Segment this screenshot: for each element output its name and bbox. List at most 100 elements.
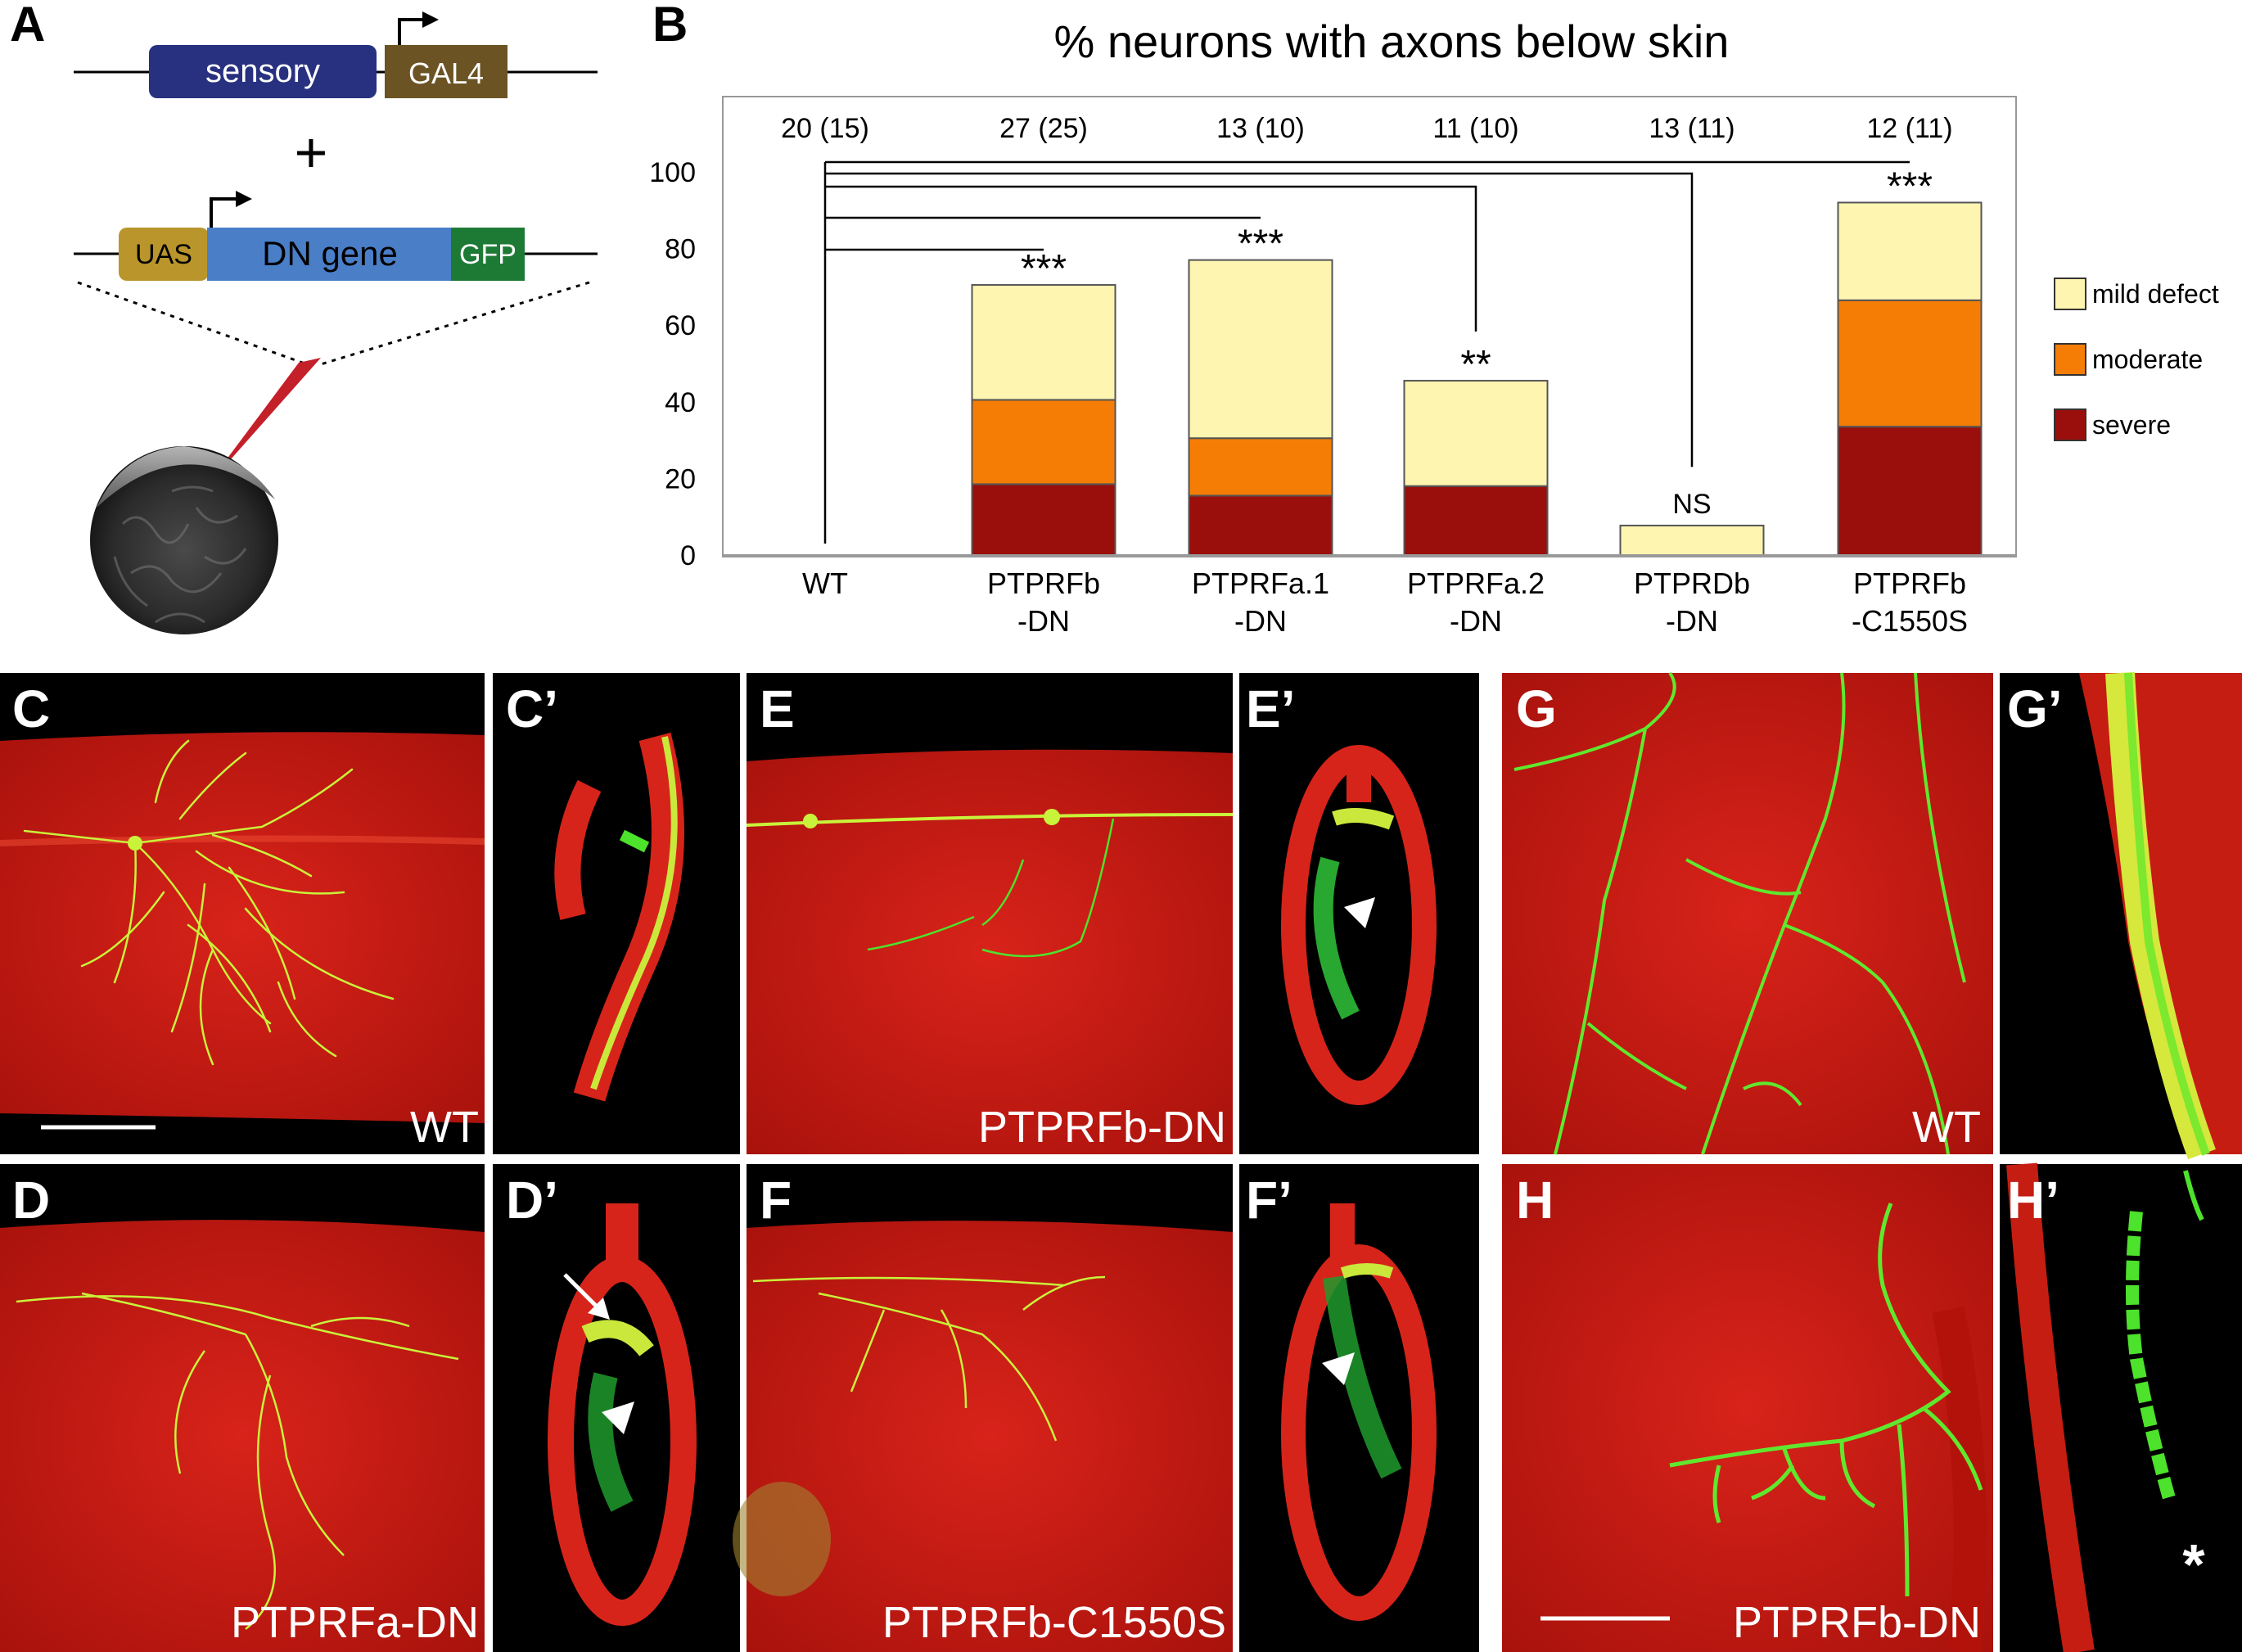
panel-e-prime-image: E’ <box>1239 673 1479 1154</box>
panel-h-image: H PTPRFb-DN <box>1502 1164 1993 1652</box>
significance-bracket <box>825 172 1694 467</box>
genotype-label-d: PTPRFa-DN <box>231 1598 479 1647</box>
panel-label-a: A <box>10 0 45 52</box>
bar-segment-severe <box>1188 494 1333 557</box>
x-category-label: PTPRFa.1 <box>1192 566 1329 600</box>
panel-label-f-prime: F’ <box>1246 1171 1292 1230</box>
panel-label-c: C <box>12 679 50 738</box>
chart-labels: 20 (15) WT 27 (25) *** PTPRFb -DN 13 (10) *** PT… <box>781 113 1968 638</box>
bar-segment-mild-defect <box>1403 380 1549 487</box>
bar-segment-mild-defect <box>1837 201 1983 301</box>
sample-count-label: 11 (10) <box>1432 113 1518 144</box>
genotype-label-g: WT <box>1912 1103 1981 1152</box>
sample-count-label: 13 (11) <box>1649 113 1735 144</box>
x-category-label: -DN <box>1666 604 1718 638</box>
bar-segment-severe <box>1403 485 1549 557</box>
arrowhead-icon-f <box>1322 1352 1355 1385</box>
chart-legend: mild defect moderate severe <box>2054 278 2219 441</box>
promoter-arrow-icon <box>398 18 424 45</box>
significance-label: NS <box>1672 489 1711 520</box>
x-category-label: -C1550S <box>1852 604 1968 638</box>
x-category-label: PTPRFb <box>987 566 1100 600</box>
injection-needle-icon <box>205 358 321 489</box>
bars-layer <box>723 201 2016 557</box>
legend-label: mild defect <box>2092 279 2219 309</box>
y-tick-label: 100 <box>649 157 696 188</box>
panel-b-chart: B % neurons with axons below skin 0 20 40 6… <box>649 0 2219 638</box>
legend-swatch <box>2054 278 2086 310</box>
plot-frame <box>722 96 2017 557</box>
arrowhead-icon-d <box>602 1401 634 1434</box>
chart-title: % neurons with axons below skin <box>1054 16 1730 67</box>
y-tick-label: 20 <box>665 463 696 494</box>
panel-d-prime-image: D’ <box>493 1164 740 1652</box>
panel-g-image: G WT <box>1502 671 1993 1155</box>
embryo-illustration <box>90 446 278 634</box>
bar-segment-mild-defect <box>971 284 1116 401</box>
x-category-label: -DN <box>1450 604 1502 638</box>
uas-arrow-icon <box>210 197 237 228</box>
significance-brackets <box>823 160 1910 544</box>
uas-box <box>119 228 209 281</box>
panel-e-image: E PTPRFb-DN <box>746 673 1234 1154</box>
panel-a-diagram: A sensory GAL4 + UAS DN gene GFP <box>10 0 598 634</box>
panel-label-c-prime: C’ <box>506 679 558 738</box>
x-category-label: -DN <box>1234 604 1287 638</box>
genotype-label-h: PTPRFb-DN <box>1733 1598 1981 1647</box>
significance-bracket <box>825 185 1477 332</box>
uas-label: UAS <box>135 239 192 270</box>
neuron-arbor-f <box>752 1275 1106 1442</box>
gal4-label: GAL4 <box>408 56 484 90</box>
x-category-label: PTPRFb <box>1853 566 1966 600</box>
dn-gene-box <box>207 228 453 281</box>
neuron-arbor-d <box>16 1292 459 1630</box>
legend-label: moderate <box>2092 345 2203 374</box>
asterisk-mark: * <box>2182 1532 2205 1596</box>
zoom-line-left <box>77 281 308 366</box>
x-category-label: -DN <box>1017 604 1070 638</box>
panel-g-prime-image: G’ <box>2000 671 2242 1160</box>
sensory-box <box>149 45 377 98</box>
y-tick-label: 40 <box>665 387 696 418</box>
bar-segment-mild-defect <box>1188 259 1333 440</box>
arrowhead-icon <box>1344 897 1375 928</box>
panel-label-b: B <box>652 0 688 52</box>
plus-sign: + <box>295 120 328 184</box>
bar-segment-severe <box>971 483 1116 556</box>
bar-segment-moderate <box>971 399 1116 485</box>
legend-swatch <box>2054 343 2086 376</box>
panel-label-g: G <box>1516 679 1557 738</box>
panel-h-prime-image: H’ * <box>2000 1162 2242 1652</box>
uas-arrowhead-icon <box>236 191 252 207</box>
significance-label: *** <box>1887 165 1933 208</box>
promoter-arrowhead-icon <box>422 11 439 28</box>
genotype-label-f: PTPRFb-C1550S <box>882 1598 1226 1647</box>
panel-label-g-prime: G’ <box>2007 679 2063 738</box>
sample-count-label: 20 (15) <box>781 113 869 144</box>
skin-axons <box>1513 671 1966 1155</box>
bar-segment-mild-defect <box>1619 524 1765 556</box>
panel-label-h-prime: H’ <box>2007 1171 2059 1230</box>
gfp-label: GFP <box>459 239 517 270</box>
y-tick-label: 80 <box>665 234 696 265</box>
gfp-box <box>451 228 525 281</box>
panel-c-image: C WT <box>0 673 485 1154</box>
panel-label-d: D <box>12 1171 50 1230</box>
panel-label-d-prime: D’ <box>506 1171 558 1230</box>
panel-c-prime-image: C’ <box>493 673 740 1154</box>
neuron-arbor <box>23 739 395 1066</box>
panel-label-f: F <box>760 1171 792 1230</box>
y-axis: 0 20 40 60 80 100 <box>649 157 696 571</box>
gal4-box <box>385 45 507 98</box>
bar-segment-moderate <box>1188 437 1333 497</box>
sensory-label: sensory <box>205 53 320 89</box>
panel-label-h: H <box>1516 1171 1554 1230</box>
panel-d-image: D PTPRFa-DN <box>0 1164 485 1652</box>
significance-label: *** <box>1021 247 1067 291</box>
bar-segment-severe <box>1837 426 1983 556</box>
sample-count-label: 12 (11) <box>1866 113 1952 144</box>
y-tick-label: 60 <box>665 310 696 341</box>
panel-f-prime-image: F’ <box>1239 1164 1479 1652</box>
axon-below-skin <box>1669 1203 1983 1597</box>
